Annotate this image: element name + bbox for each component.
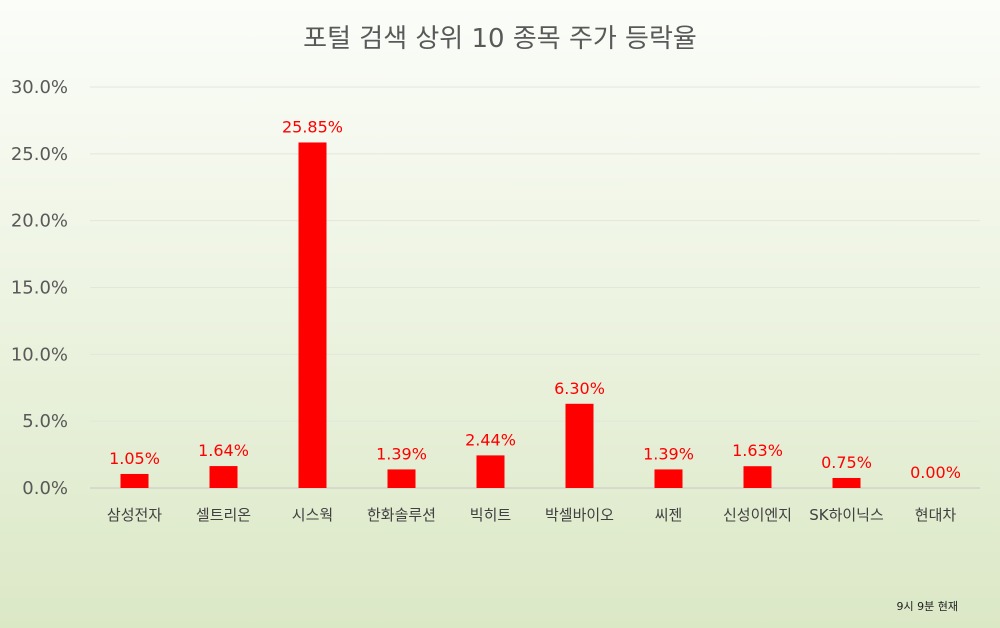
x-tick-label: 씨젠 [655, 506, 683, 524]
y-tick-label: 30.0% [11, 77, 68, 98]
x-tick-label: 삼성전자 [107, 506, 162, 524]
y-tick-label: 20.0% [11, 211, 68, 232]
bar [832, 477, 861, 488]
y-tick-label: 10.0% [11, 344, 68, 365]
bar [654, 469, 683, 488]
bar [565, 403, 594, 488]
x-tick-label: 빅히트 [470, 506, 512, 524]
data-label: 1.39% [376, 444, 427, 463]
data-label: 1.64% [198, 441, 249, 460]
x-tick-label: 시스웍 [292, 506, 333, 524]
data-label: 1.39% [643, 444, 694, 463]
data-label: 2.44% [465, 430, 516, 449]
timestamp-note: 9시 9분 현재 [896, 600, 958, 613]
bar [120, 473, 149, 488]
x-tick-label: 박셀바이오 [545, 506, 614, 524]
x-tick-label: 신성이엔지 [723, 506, 792, 524]
data-label: 0.00% [910, 463, 961, 482]
y-tick-label: 5.0% [22, 411, 68, 432]
bar [387, 469, 416, 488]
x-tick-label: 셀트리온 [196, 506, 251, 524]
data-label: 0.75% [821, 453, 872, 472]
data-label: 25.85% [282, 117, 343, 136]
y-tick-label: 25.0% [11, 144, 68, 165]
bar [209, 466, 238, 488]
bar [743, 466, 772, 488]
bar [476, 455, 505, 488]
x-tick-label: SK하이닉스 [809, 506, 884, 524]
data-label: 1.05% [109, 449, 160, 468]
x-tick-label: 한화솔루션 [367, 506, 436, 524]
x-tick-label: 현대차 [915, 506, 957, 524]
y-tick-label: 15.0% [11, 278, 68, 299]
chart-title: 포털 검색 상위 10 종목 주가 등락율 [303, 24, 697, 54]
y-tick-label: 0.0% [22, 478, 68, 499]
data-label: 1.63% [732, 441, 783, 460]
data-label: 6.30% [554, 379, 605, 398]
bar [298, 142, 327, 488]
